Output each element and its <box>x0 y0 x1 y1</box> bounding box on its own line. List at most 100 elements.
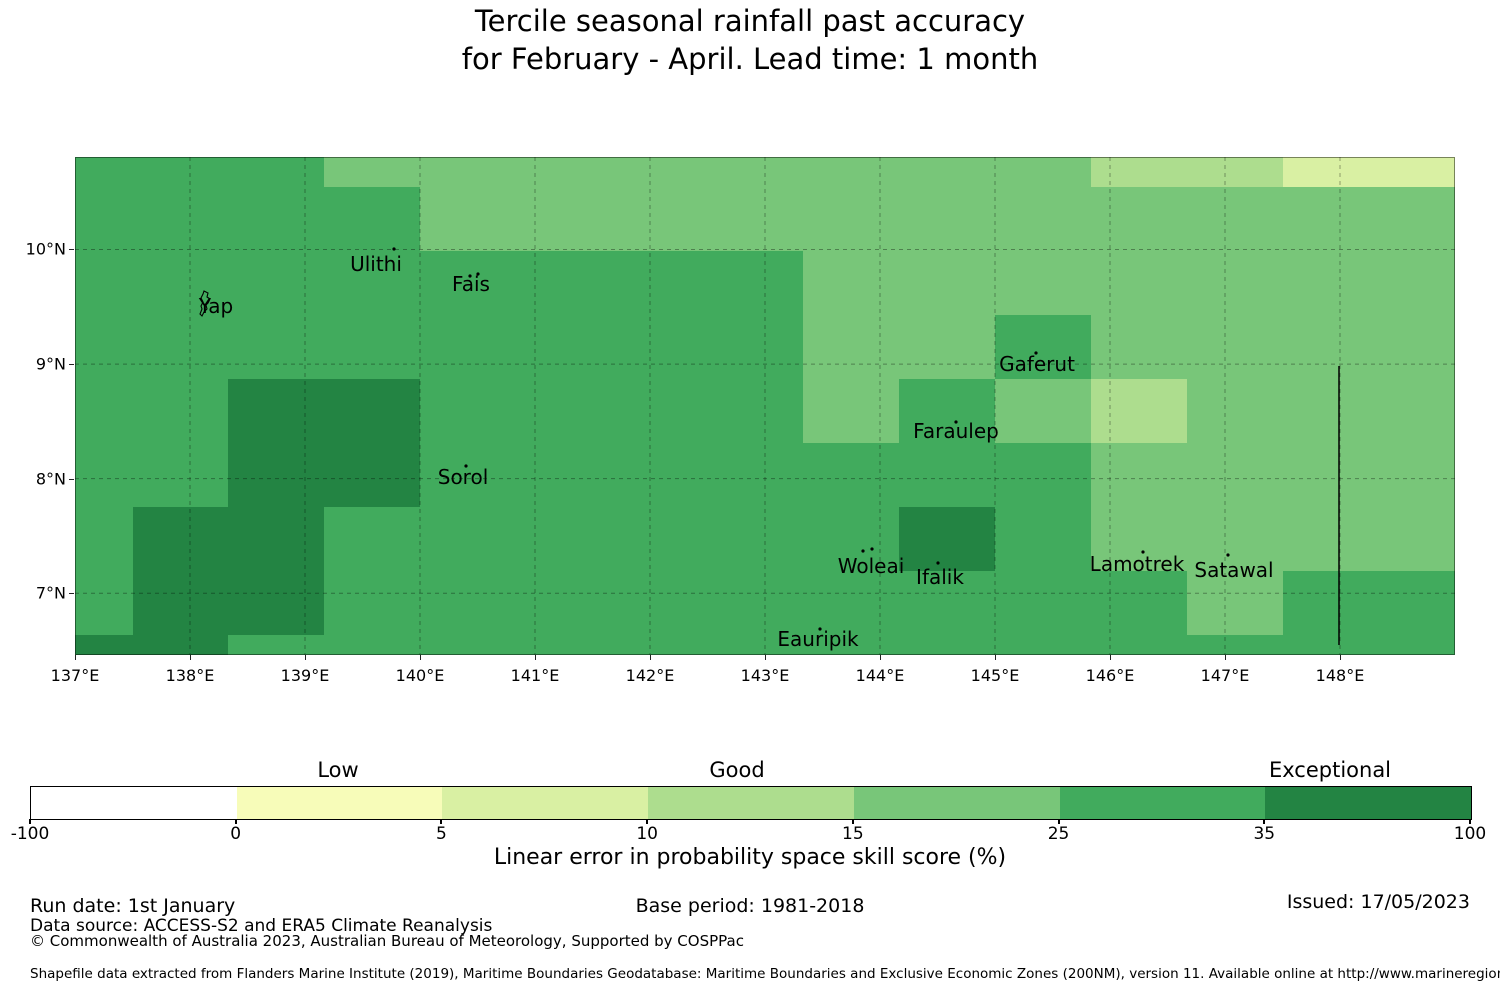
map-cell <box>899 157 996 188</box>
map-cell <box>1090 635 1188 655</box>
map-cell <box>899 443 996 508</box>
map-cell <box>707 507 804 572</box>
colorbar-segment <box>853 787 1060 819</box>
map-cell <box>1090 571 1188 637</box>
map-cell <box>324 443 421 508</box>
map-cell <box>1378 507 1455 572</box>
map-cell <box>515 635 613 655</box>
map-cell <box>611 635 709 655</box>
map-cell <box>324 571 421 637</box>
run-date-text: Run date: 1st January <box>30 895 236 917</box>
map-cell <box>515 443 613 508</box>
x-axis-tickmark <box>305 655 306 660</box>
map-cell <box>1186 315 1284 380</box>
colorbar <box>30 786 1472 820</box>
map-cell <box>1090 187 1188 252</box>
y-axis-tick-label: 8°N <box>35 469 66 489</box>
island-label: Sorol <box>437 465 489 489</box>
map-cell <box>515 379 613 444</box>
colorbar-tick-label: 25 <box>1047 824 1070 844</box>
y-axis-tick-label: 9°N <box>35 354 66 374</box>
issued-date-text: Issued: 17/05/2023 <box>1286 891 1470 913</box>
map-cell <box>1090 379 1188 444</box>
x-axis-tick-label: 140°E <box>395 666 445 685</box>
page-title-line2: for February - April. Lead time: 1 month <box>461 42 1039 76</box>
colorbar-tickmark <box>1469 819 1471 824</box>
map-cell <box>1090 315 1188 380</box>
map-cell <box>1282 635 1379 655</box>
map-cell <box>995 187 1092 252</box>
map-frame <box>75 157 1455 655</box>
map-cell <box>228 635 325 655</box>
map-cell <box>75 571 134 637</box>
map-cell <box>132 379 229 444</box>
base-period-text: Base period: 1981-2018 <box>635 895 865 917</box>
map-cell <box>707 187 804 252</box>
map-cell <box>1282 251 1379 316</box>
map-cell <box>707 571 804 637</box>
map-cell <box>995 251 1092 316</box>
y-axis-tickmark <box>69 593 74 595</box>
map-cell <box>611 571 709 637</box>
map-cell <box>1186 443 1284 508</box>
map-cell <box>1378 635 1455 655</box>
x-axis-tick-label: 147°E <box>1200 666 1250 685</box>
map-cell <box>995 635 1092 655</box>
map-cell <box>420 571 517 637</box>
colorbar-tickmark <box>440 819 443 824</box>
map-cell <box>611 187 709 252</box>
colorbar-tickmark <box>234 819 237 824</box>
map-cell <box>1378 315 1455 380</box>
map-cell <box>515 571 613 637</box>
shapefile-note-text: Shapefile data extracted from Flanders M… <box>30 966 1500 982</box>
x-axis-tick-label: 137°E <box>50 666 100 685</box>
map-cell <box>228 157 325 188</box>
colorbar-segment <box>236 787 443 819</box>
map-cell <box>1282 571 1379 637</box>
map-cell <box>803 571 900 637</box>
data-source-text: Data source: ACCESS-S2 and ERA5 Climate … <box>30 916 493 936</box>
colorbar-tickmark <box>29 819 31 824</box>
map-cell <box>611 443 709 508</box>
map-cell <box>324 379 421 444</box>
map-cell <box>515 507 613 572</box>
map-cell <box>1282 507 1379 572</box>
map-cell <box>1090 251 1188 316</box>
island-label: Ulithi <box>350 252 402 276</box>
colorbar-tick-label: 100 <box>1453 824 1487 844</box>
colorbar-tick-label: 15 <box>842 824 864 844</box>
map-cell <box>995 379 1092 444</box>
x-axis-tick-label: 148°E <box>1315 666 1365 685</box>
map-cell <box>1186 571 1284 637</box>
map-cell <box>1378 251 1455 316</box>
map-cell <box>228 251 325 316</box>
map-cell <box>995 315 1092 380</box>
map-cell <box>1186 379 1284 444</box>
map-cell <box>228 187 325 252</box>
map: Yap Ulithi Fais Sorol Gaferut Faraulep Woleai I… <box>75 157 1455 655</box>
map-cell <box>132 315 229 380</box>
map-cell <box>899 315 996 380</box>
map-cell <box>132 635 229 655</box>
map-cell <box>420 187 517 252</box>
colorbar-tickmark <box>851 819 854 824</box>
colorbar-tickmark <box>1263 819 1266 824</box>
map-cell <box>803 443 900 508</box>
map-cell <box>899 571 996 637</box>
colorbar-category-label: Exceptional <box>1268 758 1392 782</box>
map-cell <box>611 251 709 316</box>
x-axis-tickmark <box>190 655 191 660</box>
colorbar-segment <box>1059 787 1266 819</box>
x-axis-tickmark <box>535 655 536 660</box>
map-cell <box>324 157 421 188</box>
map-cell <box>324 251 421 316</box>
map-cell <box>1378 571 1455 637</box>
map-cell <box>1378 443 1455 508</box>
x-axis-tickmark <box>650 655 651 660</box>
x-axis-tick-label: 146°E <box>1085 666 1135 685</box>
map-cell <box>1378 187 1455 252</box>
map-cell <box>515 251 613 316</box>
map-cell <box>803 635 900 655</box>
map-cell <box>707 379 804 444</box>
